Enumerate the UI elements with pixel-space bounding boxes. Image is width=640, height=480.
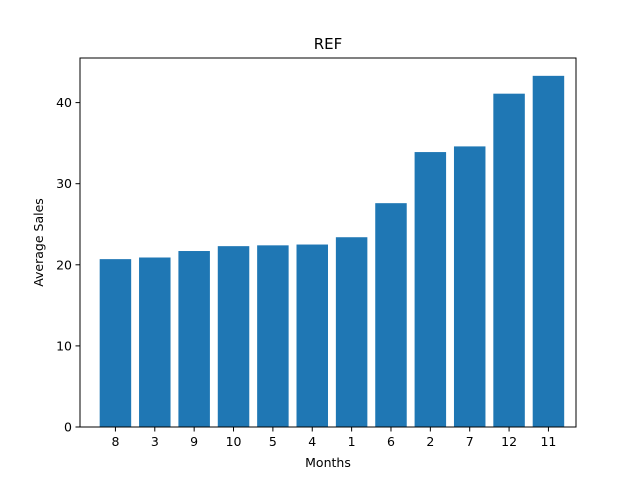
bars-group	[99, 75, 565, 428]
y-tick-label: 0	[64, 420, 72, 435]
y-tick-label: 20	[56, 257, 72, 272]
bar-month-10	[217, 246, 250, 427]
bar-month-9	[178, 251, 210, 427]
x-tick-label: 12	[501, 434, 517, 449]
bar-month-4	[296, 244, 328, 427]
y-tick-label: 30	[56, 176, 72, 191]
x-tick-label: 7	[466, 434, 474, 449]
x-tick-label: 4	[308, 434, 316, 449]
x-tick-label: 5	[269, 434, 277, 449]
bar-month-12	[493, 93, 525, 428]
y-tick-label: 10	[56, 338, 72, 353]
x-tick-label: 1	[348, 434, 356, 449]
x-tick-label: 2	[426, 434, 434, 449]
x-axis-ticks: 8 3 9 10 5 4 1 6 2 7 12 11	[111, 427, 556, 449]
x-tick-label: 3	[151, 434, 159, 449]
bar-month-1	[335, 237, 368, 427]
x-tick-label: 9	[190, 434, 198, 449]
y-tick-label: 40	[56, 95, 72, 110]
x-tick-label: 8	[111, 434, 119, 449]
x-tick-label: 10	[226, 434, 242, 449]
bar-month-3	[139, 257, 171, 427]
bar-month-2	[414, 152, 447, 427]
bar-month-8	[99, 259, 132, 427]
bar-month-5	[257, 245, 289, 427]
bar-month-11	[532, 75, 565, 427]
y-axis-label: Average Sales	[31, 198, 46, 287]
plot-frame	[79, 57, 577, 428]
chart-title: REF	[314, 35, 343, 53]
bar-month-7	[453, 146, 486, 427]
bar-month-6	[375, 203, 407, 427]
y-axis-ticks: 0 10 20 30 40	[56, 95, 80, 435]
x-axis-label: Months	[305, 455, 351, 470]
x-tick-label: 6	[387, 434, 395, 449]
x-tick-label: 11	[540, 434, 556, 449]
